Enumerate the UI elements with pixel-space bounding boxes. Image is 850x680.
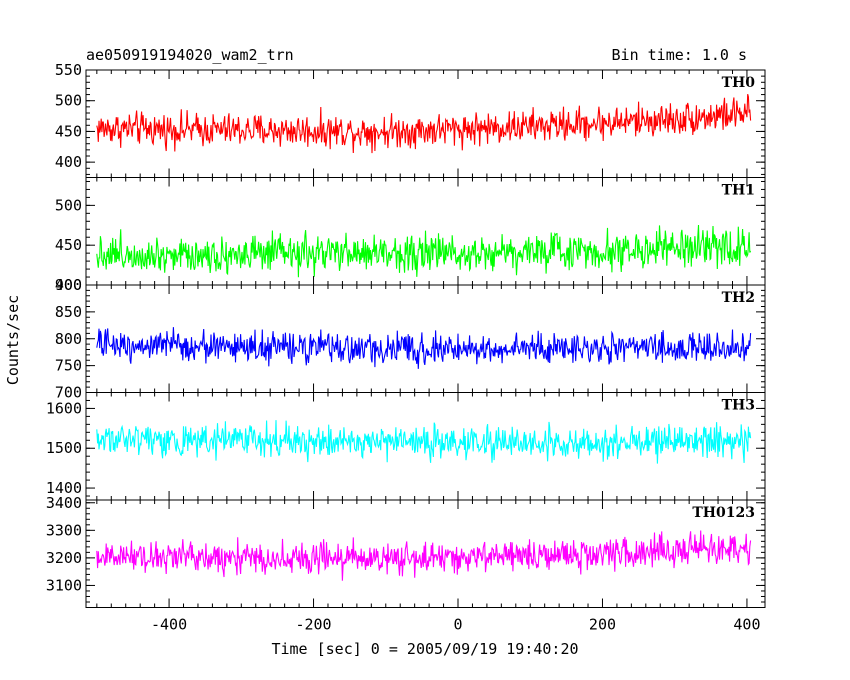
series-line-th0123 bbox=[96, 530, 752, 581]
y-tick-label: 1400 bbox=[46, 479, 82, 497]
series-line-th3 bbox=[96, 420, 752, 464]
y-tick-label: 400 bbox=[55, 276, 82, 294]
y-tick-label: 750 bbox=[55, 357, 82, 375]
y-tick-label: 850 bbox=[55, 303, 82, 321]
panel-frame bbox=[85, 499, 766, 608]
y-tick-label: 800 bbox=[55, 330, 82, 348]
series-line-th0 bbox=[96, 94, 752, 154]
y-tick-label: 450 bbox=[55, 122, 82, 140]
panel-label: TH1 bbox=[722, 183, 755, 199]
x-tick-label: 400 bbox=[733, 616, 760, 634]
panel-label: TH2 bbox=[722, 290, 755, 306]
panels: 400 450 500 550 TH0 400 450 500 TH1 700 750 800 850 9… bbox=[46, 61, 766, 608]
x-axis: -400 -200 0 200 400 bbox=[151, 616, 760, 634]
panel-label: TH0 bbox=[722, 75, 756, 91]
panel-th0123: 3100 3200 3300 3400 TH0123 bbox=[46, 494, 766, 608]
y-tick-label: 550 bbox=[55, 61, 82, 79]
y-axis-label: Counts/sec bbox=[4, 295, 22, 385]
y-tick-label: 1600 bbox=[46, 399, 82, 417]
panel-label: TH0123 bbox=[692, 505, 755, 521]
x-axis-label: Time [sec] 0 = 2005/09/19 19:40:20 bbox=[271, 640, 578, 658]
panel-label: TH3 bbox=[722, 398, 755, 414]
x-tick-label: -400 bbox=[151, 616, 187, 634]
y-tick-label: 3300 bbox=[46, 521, 82, 539]
y-tick-label: 3400 bbox=[46, 494, 82, 512]
x-tick-label: 0 bbox=[453, 616, 462, 634]
y-tick-label: 400 bbox=[55, 153, 82, 171]
chart-title: ae050919194020_wam2_trn bbox=[86, 46, 294, 64]
y-tick-label: 3100 bbox=[46, 576, 82, 594]
x-tick-label: -200 bbox=[295, 616, 331, 634]
series-line-th1 bbox=[96, 224, 752, 278]
y-tick-label: 450 bbox=[55, 236, 82, 254]
panel-th2: 700 750 800 850 900 TH2 bbox=[55, 276, 766, 402]
panel-th3: 1400 1500 1600 TH3 bbox=[46, 392, 766, 501]
panel-th1: 400 450 500 TH1 bbox=[55, 177, 766, 294]
y-tick-label: 900 bbox=[55, 276, 82, 294]
y-tick-label: 3200 bbox=[46, 549, 82, 567]
y-tick-label: 500 bbox=[55, 196, 82, 214]
panel-th0: 400 450 500 550 TH0 bbox=[55, 61, 766, 178]
bin-time-label: Bin time: 1.0 s bbox=[612, 46, 747, 64]
series-line-th2 bbox=[96, 327, 752, 369]
y-tick-label: 500 bbox=[55, 92, 82, 110]
y-tick-label: 1500 bbox=[46, 439, 82, 457]
y-tick-label: 700 bbox=[55, 384, 82, 402]
x-tick-label: 200 bbox=[589, 616, 616, 634]
